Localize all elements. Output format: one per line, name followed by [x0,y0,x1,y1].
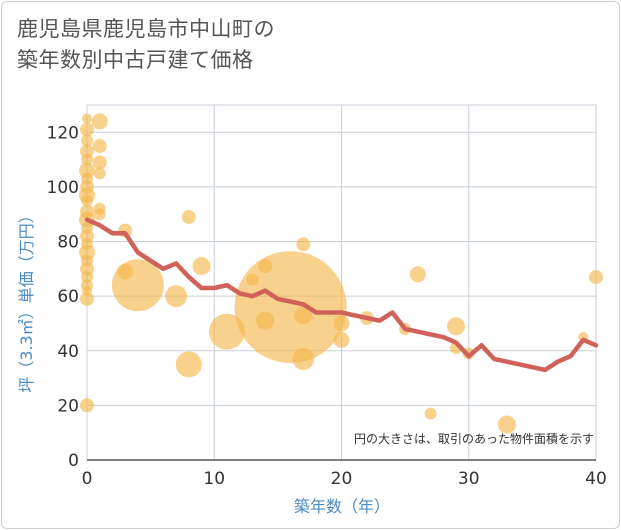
bubble-point [447,317,466,336]
bubble-point [80,398,94,413]
bubble-point [81,153,93,166]
bubble-point [92,138,107,153]
series-line [84,217,599,373]
bubble-point [208,313,245,350]
bubble-point [82,113,92,124]
bubble-point [81,134,93,147]
axes: 0 20 40 60 80 100 120 0 10 20 30 40 [47,123,607,489]
y-tick-label: 40 [57,342,79,362]
bubble-point [165,285,188,308]
y-tick-label: 60 [57,287,79,307]
bubble-point [294,306,313,325]
x-tick-label: 0 [82,469,93,489]
bubbles [79,113,603,434]
bubble-point [292,347,315,370]
y-tick-label: 0 [68,451,79,471]
bubble-point [111,259,164,312]
bubble-point [175,351,202,378]
y-axis-label: 坪（3.3㎡）単価（万円） [17,207,36,392]
chart-title: 鹿児島県鹿児島市中山町の 築年数別中古戸建て価格 [17,14,275,76]
x-tick-label: 40 [585,469,607,489]
y-tick-label: 120 [47,123,79,143]
chart-title-line1: 鹿児島県鹿児島市中山町の [17,17,275,41]
x-axis-label: 築年数（年） [294,497,390,516]
bubble-point [91,113,108,130]
bubble-point [333,315,350,332]
y-tick-label: 80 [57,233,79,253]
y-tick-label: 100 [47,178,79,198]
x-tick-label: 20 [331,469,353,489]
bubble-point [589,270,603,285]
bubble-point [234,251,347,364]
x-tick-label: 30 [458,469,480,489]
bubble-point [80,122,94,137]
y-tick-label: 20 [57,396,79,416]
bubble-point [192,257,211,276]
bubble-point [424,407,437,420]
bubble-point [333,331,350,348]
trend-line [84,217,599,373]
bubble-point [80,291,94,306]
bubble-point [409,266,426,283]
bubble-point [93,208,106,221]
bubble-point [497,415,516,434]
bubble-point [181,209,196,224]
x-tick-label: 10 [203,469,225,489]
bubble-point [81,194,93,207]
size-note: 円の大きさは、取引のあった物件面積を示す [354,431,594,446]
bubble-point [296,237,311,252]
bubble-point [92,155,107,170]
bubble-point [93,167,106,180]
chart-title-line2: 築年数別中古戸建て価格 [17,48,254,72]
